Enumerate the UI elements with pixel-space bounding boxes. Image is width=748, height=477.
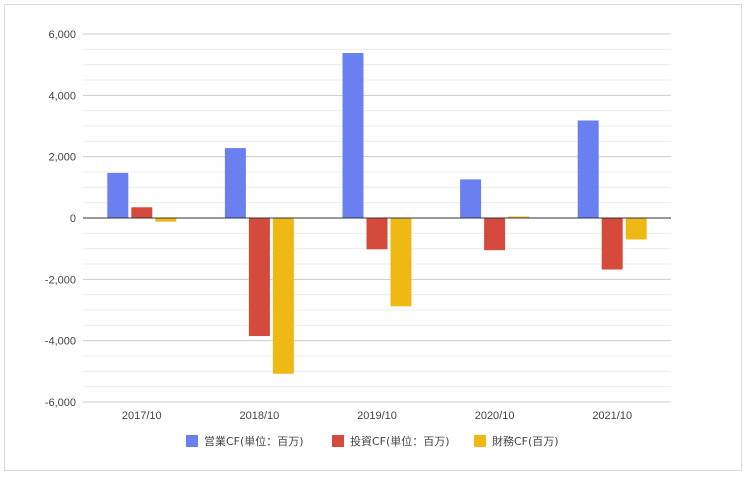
bar-2-2020-10 <box>484 218 506 251</box>
y-tick-label: -4,000 <box>45 336 76 348</box>
bar-2-2021-10 <box>601 218 623 270</box>
bars <box>107 53 647 374</box>
x-tick-label: 2021/10 <box>592 410 632 422</box>
legend-swatch <box>474 435 486 447</box>
bar-2-2017-10 <box>131 207 153 218</box>
bar-1-2019-10 <box>342 53 364 218</box>
gridlines <box>83 33 671 403</box>
x-axis: 2017/10 2018/10 2019/10 2020/10 2021/10 <box>122 410 632 422</box>
y-tick-label: -6,000 <box>45 397 76 409</box>
legend-swatch <box>186 435 198 447</box>
bar-1-2021-10 <box>577 120 599 218</box>
bar-1-2018-10 <box>224 148 246 218</box>
x-tick-label: 2020/10 <box>475 410 515 422</box>
bar-2-2019-10 <box>366 218 388 250</box>
legend-label: 営業CF(単位：百万) <box>204 434 304 448</box>
y-tick-label: -2,000 <box>45 274 76 286</box>
bar-1-2017-10 <box>107 172 129 218</box>
bar-3-2020-10 <box>508 216 530 218</box>
bar-3-2017-10 <box>155 218 177 222</box>
y-tick-label: 6,000 <box>48 29 76 41</box>
legend-label: 投資CF(単位：百万) <box>350 434 450 448</box>
bar-2-2018-10 <box>248 218 270 337</box>
bar-3-2019-10 <box>390 218 412 307</box>
x-tick-label: 2017/10 <box>122 410 162 422</box>
bar-1-2020-10 <box>460 179 482 218</box>
bar-3-2021-10 <box>625 218 647 240</box>
bar-3-2018-10 <box>272 218 294 374</box>
x-tick-label: 2018/10 <box>240 410 280 422</box>
legend: 営業CF(単位：百万) 投資CF(単位：百万) 財務CF(百万) <box>186 434 559 448</box>
y-tick-label: 2,000 <box>48 152 76 164</box>
legend-swatch <box>332 435 344 447</box>
y-tick-label: 0 <box>70 213 76 225</box>
y-tick-label: 4,000 <box>48 90 76 102</box>
legend-label: 財務CF(百万) <box>492 434 559 448</box>
y-axis: 6,000 4,000 2,000 0 -2,000 -4,000 -6,000 <box>45 29 76 409</box>
x-tick-label: 2019/10 <box>357 410 397 422</box>
